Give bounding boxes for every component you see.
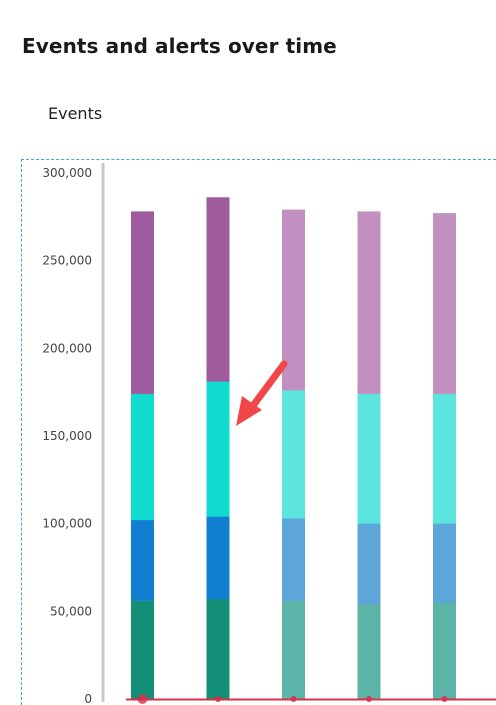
y-tick-label: 100,000 (42, 517, 92, 531)
page-title: Events and alerts over time (22, 34, 337, 58)
bar-3-segment-4[interactable] (282, 209, 305, 391)
bar-4-segment-2[interactable] (357, 523, 381, 605)
baseline-point[interactable] (290, 696, 297, 702)
y-tick-label: 300,000 (42, 166, 92, 180)
baseline-point[interactable] (215, 696, 221, 702)
arrow-head (236, 396, 262, 426)
baseline-point[interactable] (137, 694, 148, 704)
baseline-point[interactable] (441, 696, 448, 702)
bar-5-segment-4[interactable] (433, 213, 456, 394)
events-section-label: Events (48, 104, 103, 123)
bar-5-segment-2[interactable] (433, 523, 456, 603)
y-tick-label: 150,000 (42, 429, 92, 443)
red-arrow-icon (236, 360, 288, 426)
baseline-markers (137, 694, 448, 704)
bar-1-segment-2[interactable] (131, 520, 154, 601)
arrow-shaft (248, 360, 288, 411)
y-tick-label: 250,000 (42, 254, 92, 268)
bar-3-segment-3[interactable] (282, 390, 305, 519)
bar-4-segment-3[interactable] (357, 393, 381, 524)
bar-4-segment-1[interactable] (357, 604, 381, 699)
y-tick-label: 50,000 (50, 604, 92, 618)
y-tick-label: 0 (84, 692, 92, 705)
bar-2-segment-1[interactable] (206, 599, 230, 699)
bar-5-segment-1[interactable] (433, 602, 456, 699)
bar-3-segment-2[interactable] (282, 518, 305, 601)
bar-2-segment-3[interactable] (206, 381, 230, 517)
bar-5-segment-3[interactable] (433, 393, 456, 524)
chart-focus-frame (21, 159, 496, 705)
bar-1-segment-1[interactable] (131, 600, 154, 699)
bar-1-segment-3[interactable] (131, 393, 154, 521)
bars-group (131, 197, 456, 699)
y-axis-tick-labels: 0 50,000 100,000 150,000 200,000 250,000 300,0… (42, 166, 92, 705)
bar-2-segment-2[interactable] (206, 516, 230, 600)
bar-3-segment-1[interactable] (282, 600, 305, 699)
bar-1-segment-4[interactable] (131, 211, 154, 394)
bar-2-segment-4[interactable] (206, 197, 230, 382)
y-tick-label: 200,000 (42, 341, 92, 355)
baseline-point[interactable] (366, 696, 372, 702)
bar-4-segment-4[interactable] (357, 211, 381, 394)
